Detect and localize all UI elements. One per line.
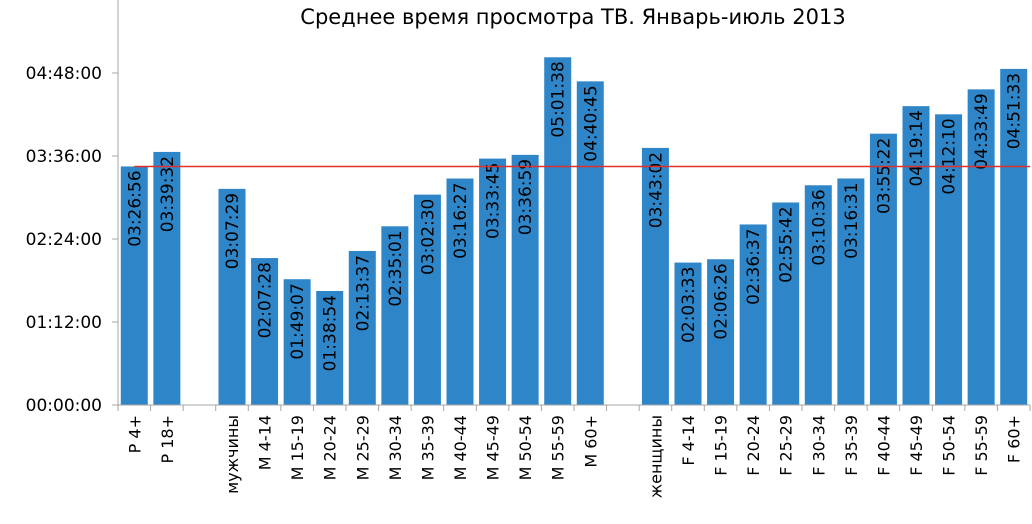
bar xyxy=(381,226,409,405)
data-label: 04:33:49 xyxy=(972,93,992,169)
data-label: 02:06:26 xyxy=(712,263,732,339)
data-label: 04:40:45 xyxy=(581,85,601,161)
y-axis: 00:00:00 01:12:00 02:24:00 03:36:00 04:48:00 xyxy=(26,0,119,416)
bar xyxy=(935,114,963,406)
data-label: 05:01:38 xyxy=(549,61,569,137)
x-tick-label: M 55-59 xyxy=(549,415,568,480)
x-tick-label: M 35-39 xyxy=(418,415,437,480)
data-label: 03:36:59 xyxy=(516,159,536,235)
data-label: 01:38:54 xyxy=(321,295,341,371)
bar xyxy=(641,147,669,405)
x-tick-label: M 25-29 xyxy=(353,415,372,480)
bars-group: 03:26:56 03:39:32 03:07:29 02:07:28 01:49:07… xyxy=(120,57,1028,406)
bar xyxy=(413,194,441,405)
x-tick-label: M 40-44 xyxy=(451,415,470,480)
y-tick-label: 01:12:00 xyxy=(26,313,102,333)
x-tick-label: M 50-54 xyxy=(516,415,535,480)
bar xyxy=(479,158,507,405)
data-label: 04:19:14 xyxy=(907,110,927,186)
data-label: 02:03:33 xyxy=(679,267,699,343)
bar xyxy=(153,151,181,405)
x-tick-label: F 20-24 xyxy=(744,415,763,476)
data-label: 03:16:31 xyxy=(842,182,862,258)
data-label: 03:10:36 xyxy=(809,189,829,265)
bar xyxy=(902,106,930,406)
x-tick-label: F 50-54 xyxy=(940,415,959,476)
bar xyxy=(576,81,604,405)
data-label: 02:35:01 xyxy=(386,230,406,306)
x-tick-label: P 4+ xyxy=(125,415,144,453)
data-label: 03:55:22 xyxy=(874,138,894,214)
bar xyxy=(739,224,767,405)
x-tick-label: F 45-49 xyxy=(907,415,926,476)
y-tick-label: 04:48:00 xyxy=(26,64,102,84)
y-tick-label: 02:24:00 xyxy=(26,230,102,250)
y-tick-label: 00:00:00 xyxy=(26,396,102,416)
x-axis: P 4+ P 18+ мужчины M 4-14 M 15-19 M 20-24 M 25… xyxy=(117,404,1031,498)
x-tick-label: F 35-39 xyxy=(842,415,861,476)
x-tick-label: F 4-14 xyxy=(679,415,698,466)
data-label: 03:33:45 xyxy=(484,163,504,239)
data-label: 02:55:42 xyxy=(777,206,797,282)
x-tick-label: M 20-24 xyxy=(321,415,340,480)
x-tick-label: F 25-29 xyxy=(777,415,796,476)
data-label: 03:26:56 xyxy=(125,170,145,246)
data-label: 02:36:37 xyxy=(744,228,764,304)
x-tick-label: M 60+ xyxy=(581,415,600,468)
bar xyxy=(804,185,832,405)
x-tick-label: женщины xyxy=(646,415,665,498)
bar xyxy=(772,202,800,405)
x-tick-label: F 15-19 xyxy=(712,415,731,476)
data-label: 01:49:07 xyxy=(288,283,308,359)
x-tick-label: M 30-34 xyxy=(386,415,405,480)
data-label: 03:43:02 xyxy=(646,152,666,228)
x-tick-label: M 45-49 xyxy=(484,415,503,480)
x-tick-label: F 60+ xyxy=(1005,415,1024,463)
x-tick-label: M 15-19 xyxy=(288,415,307,480)
data-label: 04:12:10 xyxy=(940,118,960,194)
bar xyxy=(1000,68,1028,405)
bar xyxy=(218,188,246,405)
bar xyxy=(544,57,572,406)
bar xyxy=(348,250,376,405)
bar xyxy=(511,154,539,405)
bar xyxy=(837,178,865,405)
x-tick-label: мужчины xyxy=(223,415,242,494)
x-tick-label: F 30-34 xyxy=(809,415,828,476)
data-label: 03:16:27 xyxy=(451,183,471,259)
bar xyxy=(316,290,344,405)
data-label: 04:51:33 xyxy=(1005,73,1025,149)
bar xyxy=(869,133,897,405)
data-label: 03:39:32 xyxy=(158,156,178,232)
data-label: 02:07:28 xyxy=(256,262,276,338)
bar xyxy=(251,258,279,405)
data-label: 03:07:29 xyxy=(223,193,243,269)
chart-title: Среднее время просмотра ТВ. Январь-июль … xyxy=(300,5,845,29)
bar xyxy=(283,279,311,405)
bar xyxy=(446,178,474,405)
x-tick-label: P 18+ xyxy=(158,415,177,464)
x-tick-label: F 40-44 xyxy=(874,415,893,476)
data-label: 02:13:37 xyxy=(353,255,373,331)
y-tick-label: 03:36:00 xyxy=(26,147,102,167)
data-label: 03:02:30 xyxy=(418,199,438,275)
bar xyxy=(674,262,702,405)
x-tick-label: F 55-59 xyxy=(972,415,991,476)
x-tick-label: M 4-14 xyxy=(256,415,275,470)
bar xyxy=(707,259,735,405)
bar xyxy=(967,89,995,406)
bar xyxy=(120,166,148,405)
